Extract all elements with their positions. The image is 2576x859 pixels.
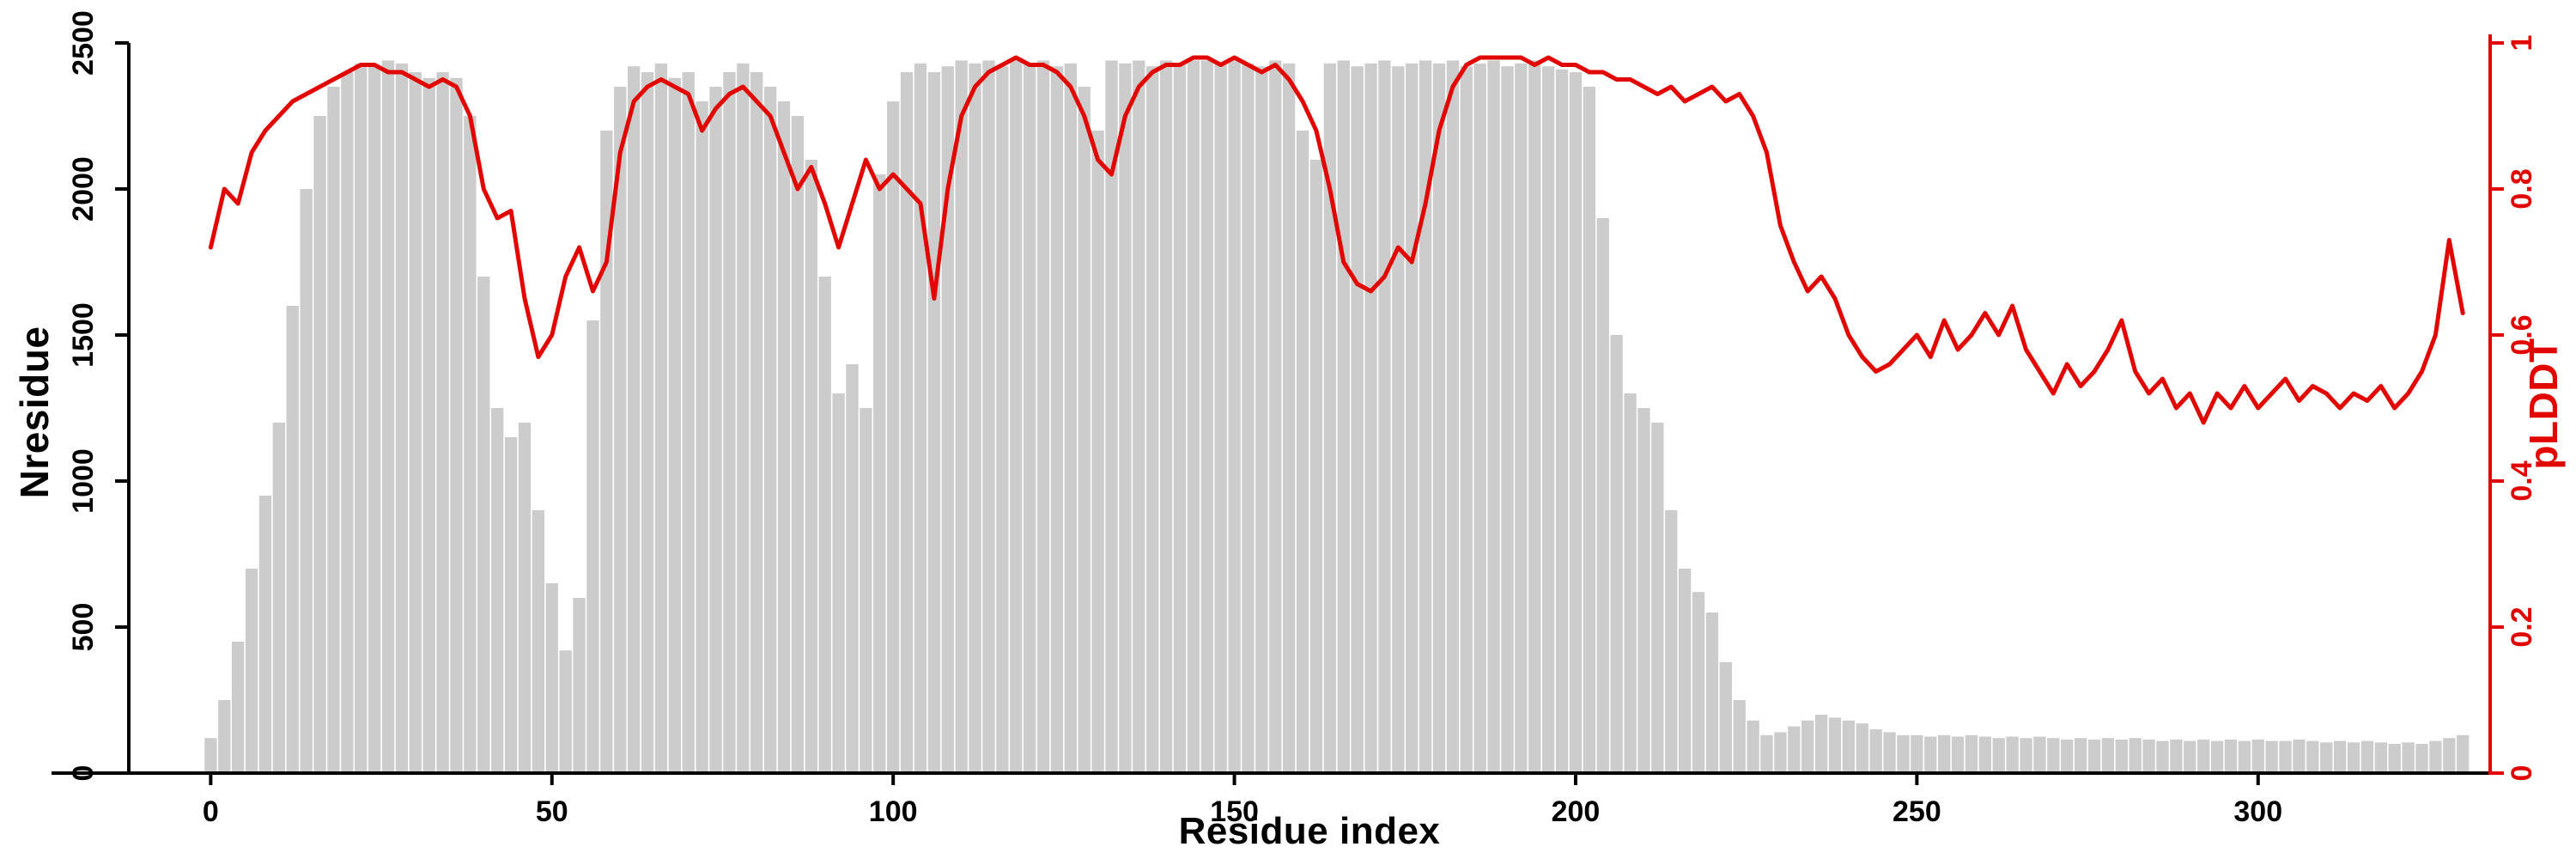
svg-text:1: 1 [2506, 35, 2538, 52]
svg-text:0: 0 [203, 795, 219, 828]
svg-text:500: 500 [67, 603, 100, 652]
svg-text:100: 100 [869, 795, 918, 828]
svg-text:50: 50 [536, 795, 568, 828]
svg-text:250: 250 [1893, 795, 1941, 828]
svg-text:0.2: 0.2 [2506, 606, 2538, 647]
svg-text:0: 0 [67, 765, 100, 782]
x-axis-title: Residue index [1178, 810, 1441, 852]
svg-text:0.6: 0.6 [2506, 314, 2538, 355]
svg-text:2500: 2500 [67, 10, 100, 76]
y-axis-title-left: Nresidue [12, 326, 57, 499]
svg-text:1000: 1000 [67, 448, 100, 514]
svg-text:1500: 1500 [67, 302, 100, 368]
svg-text:0.8: 0.8 [2506, 168, 2538, 209]
svg-text:200: 200 [1552, 795, 1601, 828]
axes: 0 500 1000 1500 2000 2500 0 0.2 0.4 0.6 0.8 1 0 50 100… [52, 10, 2538, 828]
svg-text:150: 150 [1210, 795, 1259, 828]
plddt-line [208, 55, 2465, 425]
nresidue-bars [204, 60, 2470, 774]
svg-text:0.4: 0.4 [2506, 460, 2538, 501]
y-axis-title-right: pLDDT [2521, 338, 2566, 470]
svg-text:0: 0 [2506, 765, 2538, 782]
svg-text:300: 300 [2233, 795, 2282, 828]
svg-text:2000: 2000 [67, 156, 100, 222]
